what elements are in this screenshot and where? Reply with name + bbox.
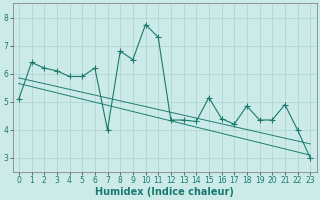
X-axis label: Humidex (Indice chaleur): Humidex (Indice chaleur) — [95, 187, 234, 197]
